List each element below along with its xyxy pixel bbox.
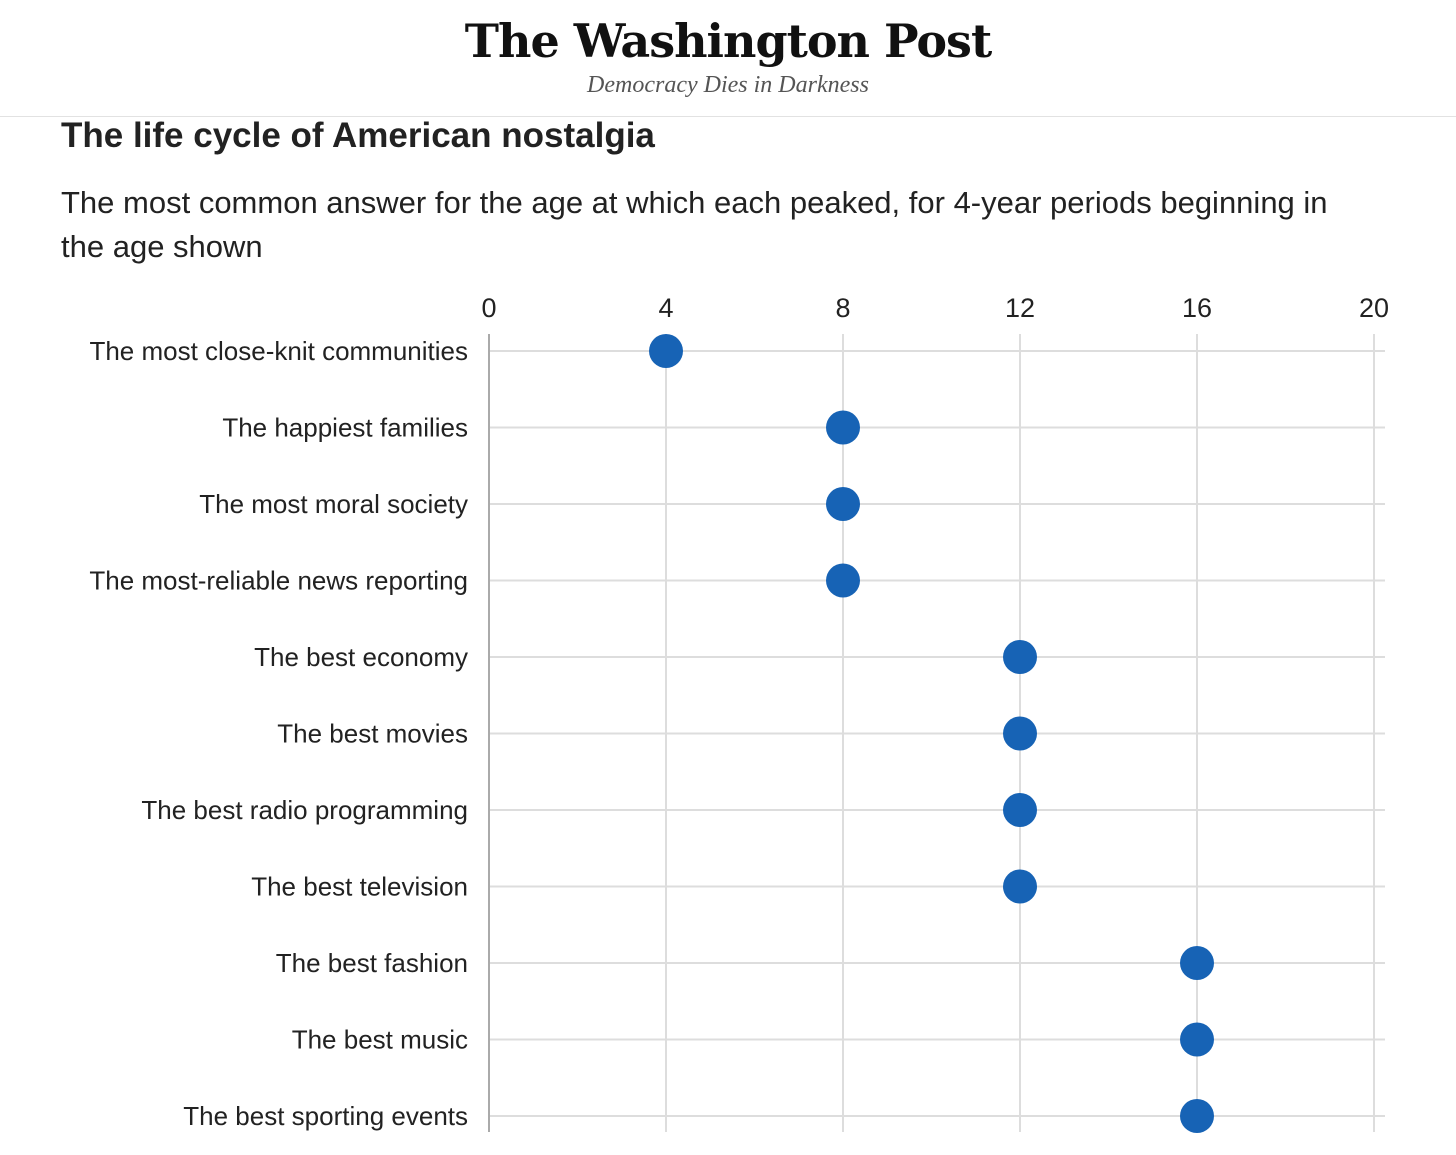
data-point <box>826 487 860 521</box>
data-point <box>1003 716 1037 751</box>
grid-lines <box>488 334 1385 1132</box>
data-point <box>1003 640 1037 674</box>
x-tick-label: 12 <box>1005 293 1035 323</box>
data-point <box>1003 869 1037 904</box>
masthead-tagline: Democracy Dies in Darkness <box>587 72 869 98</box>
category-label: The best music <box>292 1025 468 1055</box>
data-point <box>1180 1099 1214 1133</box>
category-label: The happiest families <box>222 413 468 443</box>
masthead: The Washington Post Democracy Dies in Da… <box>0 0 1456 117</box>
x-tick-label: 0 <box>481 293 496 323</box>
category-label: The most close-knit communities <box>89 336 468 366</box>
category-label: The best sporting events <box>183 1101 468 1131</box>
chart-title: The life cycle of American nostalgia <box>61 116 655 155</box>
data-points <box>649 334 1214 1133</box>
data-point <box>826 410 860 445</box>
x-axis: 0 4 8 12 16 20 <box>481 293 1389 323</box>
category-label: The best television <box>251 872 468 902</box>
category-labels: The most close-knit communities The happi… <box>89 336 468 1131</box>
category-label: The most moral society <box>199 489 468 519</box>
masthead-logo: The Washington Post <box>464 14 992 68</box>
data-point <box>1180 946 1214 980</box>
category-label: The best radio programming <box>141 795 468 825</box>
x-tick-label: 20 <box>1359 293 1389 323</box>
data-point <box>649 334 683 368</box>
category-label: The best fashion <box>276 948 468 978</box>
data-point <box>1180 1022 1214 1057</box>
x-tick-label: 4 <box>658 293 673 323</box>
data-point <box>1003 793 1037 827</box>
data-point <box>826 563 860 598</box>
x-tick-label: 16 <box>1182 293 1212 323</box>
chart-subtitle: The most common answer for the age at wh… <box>61 185 1328 264</box>
category-label: The best economy <box>254 642 468 672</box>
category-label: The most-reliable news reporting <box>89 566 468 596</box>
x-tick-label: 8 <box>835 293 850 323</box>
category-label: The best movies <box>277 719 468 749</box>
